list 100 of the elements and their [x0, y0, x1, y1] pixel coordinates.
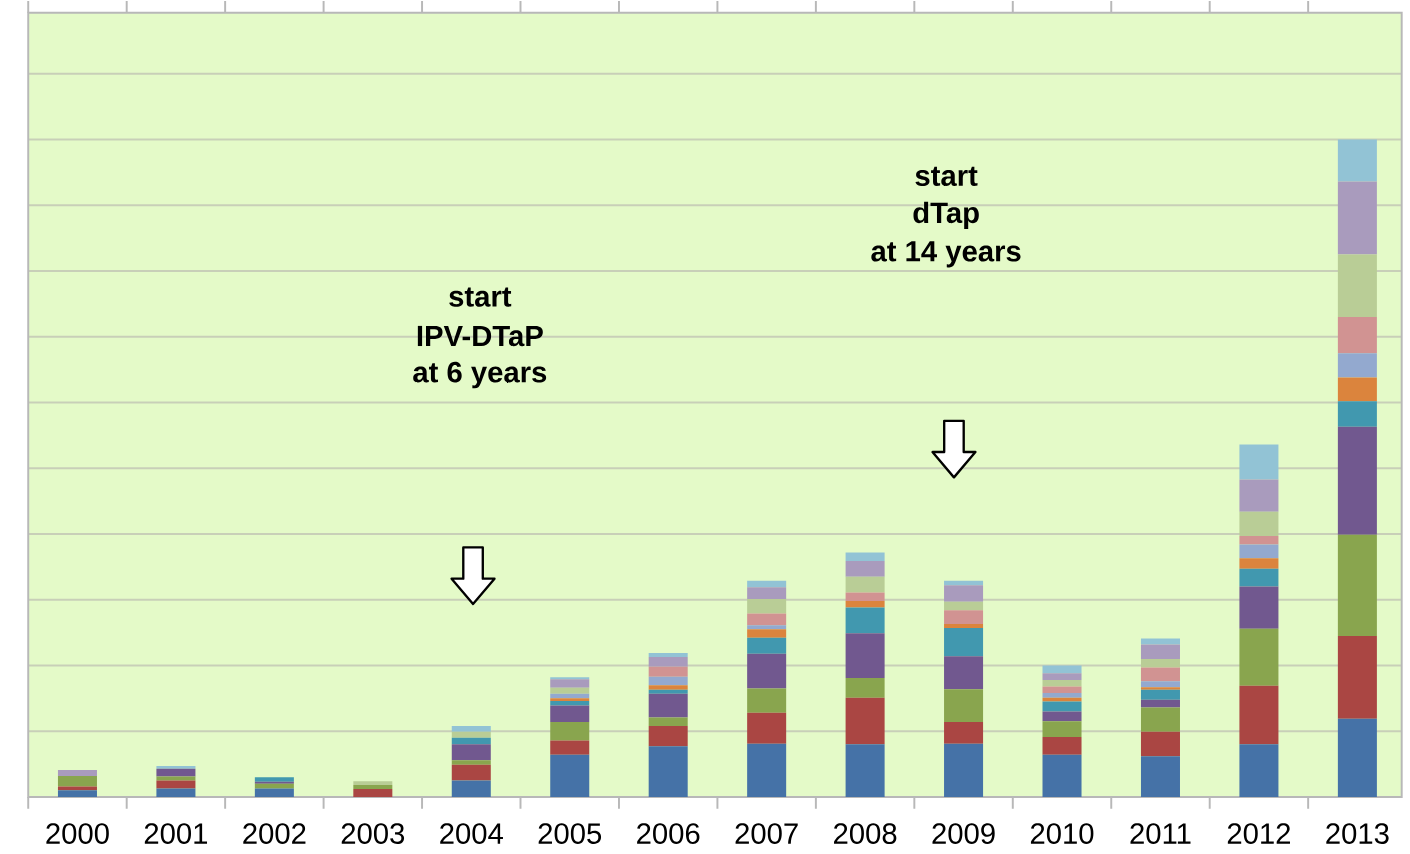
- bar: [451, 726, 491, 733]
- bar: [1042, 693, 1082, 698]
- bar: [1140, 707, 1180, 733]
- bar: [1042, 665, 1082, 674]
- bar: [1042, 711, 1082, 722]
- bar: [1337, 353, 1377, 378]
- bar: [550, 701, 590, 706]
- bar: [57, 770, 97, 777]
- annotation: IPV-DTaP: [417, 326, 543, 347]
- bar: [1239, 628, 1279, 686]
- bar: [747, 629, 787, 639]
- x-tick-label: 2007: [735, 823, 798, 845]
- annotation: at 6 years: [413, 361, 547, 389]
- x-tick-label: 2010: [1030, 823, 1094, 845]
- bar: [648, 666, 688, 677]
- bar: [1239, 544, 1279, 559]
- bar: [747, 638, 787, 654]
- x-tick-label: 2012: [1227, 823, 1290, 845]
- bar: [57, 790, 97, 798]
- bar: [451, 764, 491, 781]
- bar: [845, 633, 885, 679]
- bar: [1140, 689, 1180, 700]
- bar: [550, 687, 590, 694]
- bar: [944, 601, 984, 611]
- bar: [747, 743, 787, 798]
- bar: [1337, 139, 1377, 182]
- bar: [1239, 536, 1279, 545]
- bar: [1337, 718, 1377, 798]
- bar: [1140, 756, 1180, 798]
- annotation: start: [449, 287, 512, 307]
- x-tick-label: 2013: [1326, 823, 1389, 845]
- bar: [648, 653, 688, 658]
- bar: [1042, 737, 1082, 756]
- bar: [353, 785, 393, 790]
- bar: [550, 679, 590, 688]
- bar: [944, 656, 984, 690]
- bar: [944, 624, 984, 629]
- bar: [156, 788, 196, 798]
- x-tick-label: 2002: [243, 823, 306, 845]
- bar: [156, 768, 196, 777]
- bar: [845, 601, 885, 608]
- bar: [254, 777, 294, 782]
- bar: [1239, 568, 1279, 587]
- bar: [1042, 755, 1082, 798]
- bar: [1239, 479, 1279, 512]
- bar: [1140, 644, 1180, 660]
- annotation: at 14 years: [871, 241, 1021, 268]
- x-tick-label: 2000: [46, 823, 109, 845]
- bar: [1337, 377, 1377, 402]
- bar: [648, 689, 688, 694]
- bar: [1140, 687, 1180, 690]
- bar: [451, 737, 491, 745]
- bar: [1337, 426, 1377, 535]
- bar: [57, 776, 97, 787]
- bar: [747, 580, 787, 588]
- bar: [550, 698, 590, 702]
- x-tick-label: 2003: [341, 823, 405, 845]
- bar: [1337, 317, 1377, 354]
- bar: [648, 726, 688, 747]
- x-tick-label: 2011: [1130, 823, 1191, 845]
- bar: [1337, 401, 1377, 427]
- bar: [550, 722, 590, 741]
- bar: [648, 657, 688, 667]
- bar: [648, 746, 688, 798]
- bar: [845, 744, 885, 798]
- bar: [156, 776, 196, 781]
- bar: [845, 576, 885, 593]
- bar: [747, 587, 787, 600]
- bar: [353, 789, 393, 798]
- bar: [1042, 686, 1082, 694]
- bar: [550, 705, 590, 723]
- bar: [254, 788, 294, 798]
- bar: [944, 722, 984, 744]
- bar: [1337, 534, 1377, 637]
- bar: [747, 625, 787, 630]
- bar: [353, 781, 393, 786]
- x-tick-label: 2005: [538, 823, 602, 845]
- bar: [1042, 721, 1082, 738]
- bar: [845, 561, 885, 577]
- bar: [944, 689, 984, 723]
- bar: [451, 732, 491, 738]
- bar: [1239, 744, 1279, 798]
- bar: [648, 685, 688, 690]
- bar: [451, 744, 491, 761]
- bar: [845, 678, 885, 698]
- bar: [1239, 511, 1279, 537]
- bar: [451, 760, 491, 765]
- bar: [1042, 697, 1082, 702]
- x-tick-label: 2001: [144, 823, 208, 845]
- bar: [944, 610, 984, 625]
- bar: [944, 628, 984, 657]
- bar: [550, 755, 590, 798]
- bar: [451, 780, 491, 798]
- x-tick-label: 2008: [834, 823, 897, 845]
- bar: [845, 552, 885, 562]
- bar: [845, 607, 885, 634]
- bar: [944, 585, 984, 602]
- bar: [1239, 686, 1279, 745]
- bar: [156, 766, 196, 769]
- x-tick-label: 2009: [932, 823, 995, 845]
